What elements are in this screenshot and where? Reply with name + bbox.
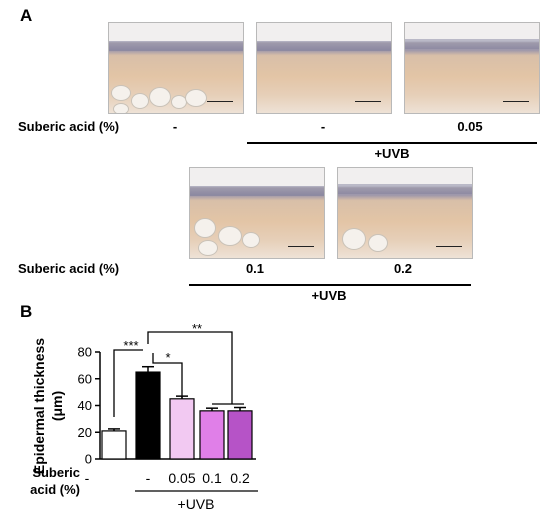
micrograph-uvb-0-05 xyxy=(404,22,540,114)
uvb-label-2: +UVB xyxy=(311,288,347,303)
micrograph-control xyxy=(108,22,244,114)
x-row-label-line1: Suberic xyxy=(32,465,80,480)
y-tick-label-40: 40 xyxy=(78,398,92,413)
y-tick-label-80: 80 xyxy=(78,345,92,360)
sig-label-2: ** xyxy=(192,321,202,336)
suberic-acid-row-label-2: Suberic acid (%) xyxy=(18,261,120,276)
y-tick-label-0: 0 xyxy=(85,452,92,467)
bar-4 xyxy=(227,410,253,460)
uvb-label-1: +UVB xyxy=(374,146,410,161)
bar-1 xyxy=(135,371,161,460)
micrograph-uvb xyxy=(256,22,392,114)
sig-bracket-1 xyxy=(152,353,183,398)
panel-b-letter: B xyxy=(20,302,33,321)
sig-label-1: * xyxy=(165,350,170,365)
condition-label-0-2: 0.2 xyxy=(393,261,413,276)
y-tick-label-20: 20 xyxy=(78,425,92,440)
condition-label-control: - xyxy=(172,119,178,134)
x-category-label-0: - xyxy=(85,470,90,486)
condition-label-0-1: 0.1 xyxy=(245,261,265,276)
y-axis-label-line2: (μm) xyxy=(49,391,65,421)
x-category-label-1: - xyxy=(146,470,151,486)
sig-bracket-0 xyxy=(113,349,143,417)
condition-label-uvb: - xyxy=(320,119,326,134)
condition-label-0-05: 0.05 xyxy=(457,119,483,134)
bar-3 xyxy=(199,410,225,460)
x-category-label-4: 0.2 xyxy=(230,470,250,486)
suberic-acid-row-label-1: Suberic acid (%) xyxy=(18,119,120,134)
uvb-bracket-line-2 xyxy=(189,284,471,286)
bar-2 xyxy=(169,398,195,460)
micrograph-uvb-0-2 xyxy=(337,167,473,259)
uvb-bracket-line-1 xyxy=(247,142,537,144)
x-category-label-3: 0.1 xyxy=(202,470,222,486)
sig-bracket-2 xyxy=(147,331,244,405)
x-category-label-2: 0.05 xyxy=(168,470,195,486)
uvb-label-b: +UVB xyxy=(178,496,215,512)
bar-0 xyxy=(101,430,127,460)
x-row-label-line2: acid (%) xyxy=(30,482,80,497)
y-tick-label-60: 60 xyxy=(78,371,92,386)
sig-label-0: *** xyxy=(123,338,138,353)
panel-a-letter: A xyxy=(20,6,33,25)
y-axis-label-line1: Epidermal thickness xyxy=(31,338,47,474)
micrograph-uvb-0-1 xyxy=(189,167,325,259)
